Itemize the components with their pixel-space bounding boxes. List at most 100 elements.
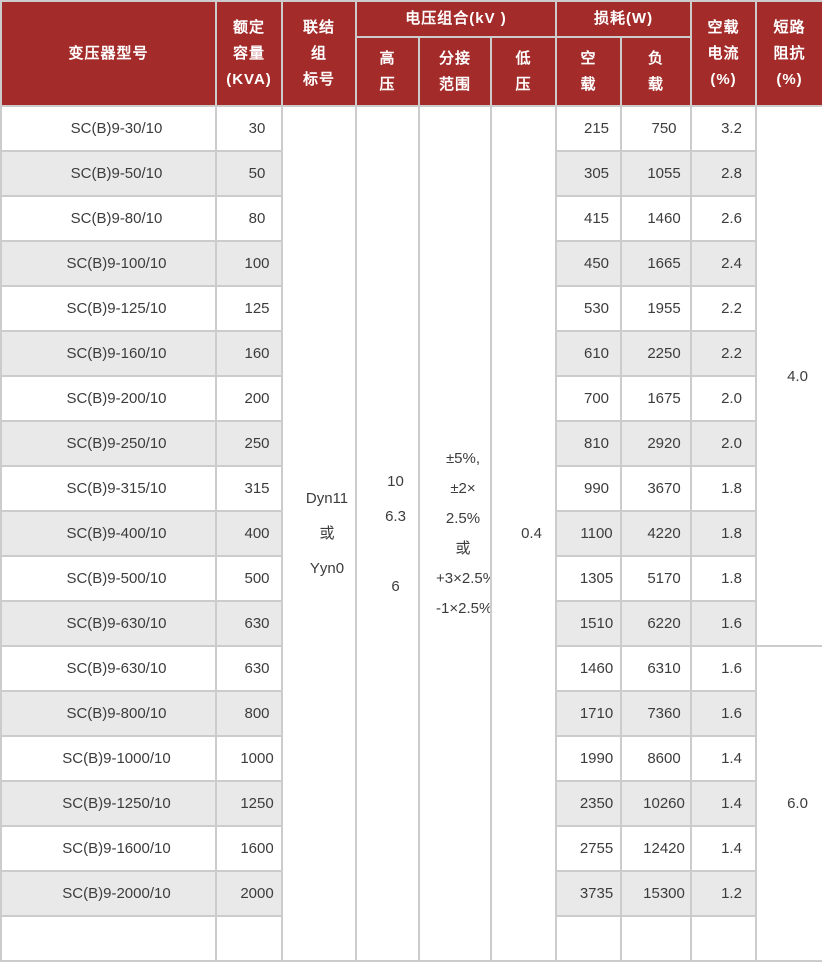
noload-current-cell: 1.4 (690, 780, 758, 827)
table-row: SC(B)9-800/10 800 1710 7360 1.6 (0, 690, 822, 737)
model-cell: SC(B)9-1000/10 (0, 735, 217, 782)
header-noload-current: 空载 电流 (%) (690, 0, 758, 107)
table-row: SC(B)9-500/10 500 1305 5170 1.8 (0, 555, 822, 602)
header-row-groups: 变压器型号 额定 容量 (KVA) 联结 组 标号 电压组合(kV ) 损耗(W… (0, 0, 822, 107)
capacity-cell: 630 (215, 645, 283, 692)
noload-current-cell: 1.6 (690, 690, 758, 737)
noload-current-cell: 1.2 (690, 870, 758, 917)
header-high-voltage: 高 压 (355, 36, 420, 107)
noload-loss-cell: 3735 (555, 870, 623, 917)
model-cell: SC(B)9-125/10 (0, 285, 217, 332)
impedance-cell: 4.0 (755, 105, 822, 647)
noload-loss-cell: 530 (555, 285, 623, 332)
capacity-cell: 1250 (215, 780, 283, 827)
capacity-cell: 400 (215, 510, 283, 557)
load-loss-cell: 1665 (620, 240, 693, 287)
noload-current-cell: 1.4 (690, 735, 758, 782)
header-low-voltage: 低 压 (489, 36, 558, 107)
noload-current-cell: 1.8 (690, 510, 758, 557)
capacity-cell: 80 (215, 195, 283, 242)
load-loss-cell: 10260 (620, 780, 693, 827)
header-capacity: 额定 容量 (KVA) (215, 0, 283, 107)
table-row: SC(B)9-1000/10 1000 1990 8600 1.4 (0, 735, 822, 782)
noload-current-cell: 1.6 (690, 645, 758, 692)
model-cell: SC(B)9-160/10 (0, 330, 217, 377)
impedance-cell: 6.0 (755, 645, 822, 962)
table-row: SC(B)9-160/10 160 610 2250 2.2 (0, 330, 822, 377)
noload-current-cell: 1.4 (690, 825, 758, 872)
load-loss-cell: 7360 (620, 690, 693, 737)
capacity-cell: 250 (215, 420, 283, 467)
table-row: SC(B)9-2000/10 2000 3735 15300 1.2 (0, 870, 822, 917)
capacity-cell: 630 (215, 600, 283, 647)
capacity-cell: 500 (215, 555, 283, 602)
noload-current-cell: 1.6 (690, 600, 758, 647)
load-loss-cell: 750 (620, 105, 693, 152)
table-row: SC(B)9-80/10 80 415 1460 2.6 (0, 195, 822, 242)
noload-loss-cell: 305 (555, 150, 623, 197)
low-voltage-cell: 0.4 (489, 105, 558, 962)
capacity-cell: 2000 (215, 870, 283, 917)
capacity-cell: 160 (215, 330, 283, 377)
noload-loss-cell: 1100 (555, 510, 623, 557)
model-cell: SC(B)9-50/10 (0, 150, 217, 197)
load-loss-cell: 1675 (620, 375, 693, 422)
noload-loss-cell (555, 915, 623, 962)
noload-loss-cell: 450 (555, 240, 623, 287)
table-row: SC(B)9-30/10 30 Dyn11 或 Yyn0 10 6.3 6 ±5%, ±… (0, 105, 822, 962)
noload-current-cell: 2.6 (690, 195, 758, 242)
header-load-loss: 负 载 (620, 36, 693, 107)
noload-loss-cell: 1710 (555, 690, 623, 737)
noload-loss-cell: 415 (555, 195, 623, 242)
noload-loss-cell: 215 (555, 105, 623, 152)
capacity-cell: 30 (215, 105, 283, 152)
noload-loss-cell: 810 (555, 420, 623, 467)
table-row: SC(B)9-400/10 400 1100 4220 1.8 (0, 510, 822, 557)
noload-current-cell: 3.2 (690, 105, 758, 152)
capacity-cell: 125 (215, 285, 283, 332)
header-impedance: 短路 阻抗 (%) (755, 0, 822, 107)
table-body: SC(B)9-30/10 30 Dyn11 或 Yyn0 10 6.3 6 ±5%, ±… (0, 105, 822, 962)
model-cell: SC(B)9-400/10 (0, 510, 217, 557)
load-loss-cell: 1460 (620, 195, 693, 242)
noload-loss-cell: 1460 (555, 645, 623, 692)
capacity-cell: 315 (215, 465, 283, 512)
header-voltage-combination-group: 电压组合(kV ) (354, 0, 558, 38)
load-loss-cell: 4220 (620, 510, 693, 557)
load-loss-cell: 5170 (620, 555, 693, 602)
capacity-cell: 1000 (215, 735, 283, 782)
noload-loss-cell: 2755 (555, 825, 623, 872)
table-row: SC(B)9-50/10 50 305 1055 2.8 (0, 150, 822, 197)
model-cell: SC(B)9-2000/10 (0, 870, 217, 917)
header-vector-group: 联结 组 标号 (281, 0, 357, 107)
header-row-subcolumns: 高 压 分接 范围 低 压 空 载 负 载 (1, 36, 822, 107)
model-cell: SC(B)9-250/10 (0, 420, 217, 467)
table-row: SC(B)9-200/10 200 700 1675 2.0 (0, 375, 822, 422)
table-header: 变压器型号 额定 容量 (KVA) 联结 组 标号 电压组合(kV ) 损耗(W… (0, 0, 822, 107)
model-cell: SC(B)9-1250/10 (0, 780, 217, 827)
load-loss-cell: 15300 (620, 870, 693, 917)
load-loss-cell: 6220 (620, 600, 693, 647)
noload-current-cell: 1.8 (690, 465, 758, 512)
tap-range-cell: ±5%, ±2× 2.5% 或 +3×2.5% -1×2.5% (418, 105, 492, 962)
noload-loss-cell: 700 (555, 375, 623, 422)
load-loss-cell: 12420 (620, 825, 693, 872)
header-noload-loss: 空 载 (555, 36, 623, 107)
high-voltage-cell: 10 6.3 6 (355, 105, 420, 962)
model-cell: SC(B)9-800/10 (0, 690, 217, 737)
model-cell: SC(B)9-315/10 (0, 465, 217, 512)
load-loss-cell (620, 915, 693, 962)
capacity-cell: 50 (215, 150, 283, 197)
model-cell: SC(B)9-100/10 (0, 240, 217, 287)
noload-loss-cell: 1510 (555, 600, 623, 647)
load-loss-cell: 8600 (620, 735, 693, 782)
model-cell: SC(B)9-30/10 (0, 105, 217, 152)
model-cell: SC(B)9-1600/10 (0, 825, 217, 872)
capacity-cell: 100 (215, 240, 283, 287)
model-cell: SC(B)9-500/10 (0, 555, 217, 602)
noload-current-cell: 2.0 (690, 375, 758, 422)
noload-current-cell: 2.2 (690, 285, 758, 332)
model-cell: SC(B)9-80/10 (0, 195, 217, 242)
